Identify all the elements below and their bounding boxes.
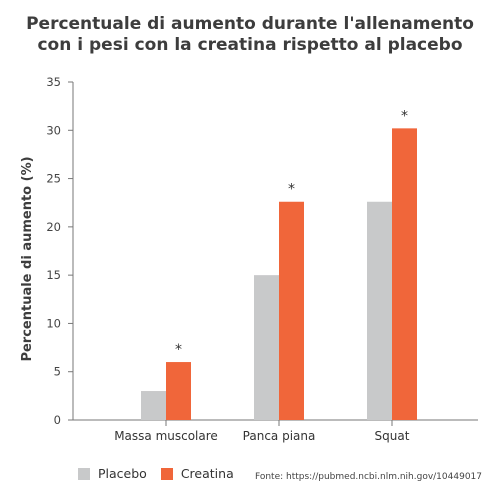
significance-annotation: * <box>401 108 408 124</box>
y-axis-label: Percentuale di aumento (%) <box>20 156 35 361</box>
legend-item-placebo: Placebo <box>78 466 147 481</box>
x-tick-label: Panca piana <box>243 429 316 443</box>
legend-label-placebo: Placebo <box>98 466 147 481</box>
x-tick-label: Squat <box>375 429 410 443</box>
bar-placebo-2 <box>254 275 279 420</box>
legend-swatch-placebo <box>78 467 90 480</box>
significance-annotation: * <box>175 342 182 358</box>
legend-label-creatina: Creatina <box>180 466 234 481</box>
chart-title-line-2: con i pesi con la creatina rispetto al p… <box>37 35 463 55</box>
bar-placebo-3 <box>367 201 392 420</box>
y-tick-label: 20 <box>46 220 61 234</box>
y-tick-label: 5 <box>54 365 61 379</box>
y-tick-label: 0 <box>54 413 61 427</box>
bar-placebo-1 <box>141 391 166 420</box>
bar-creatina-1 <box>166 362 191 420</box>
chart-title-line-1: Percentuale di aumento durante l'allenam… <box>26 14 474 34</box>
y-tick-label: 30 <box>46 123 61 137</box>
source-note: Fonte: https://pubmed.ncbi.nlm.nih.gov/1… <box>254 472 482 482</box>
legend-item-creatina: Creatina <box>160 466 234 481</box>
y-tick-label: 10 <box>46 316 61 330</box>
y-tick-label: 25 <box>46 172 61 186</box>
legend-swatch-creatina <box>160 467 173 480</box>
y-tick-label: 15 <box>46 268 61 282</box>
y-tick-label: 35 <box>46 75 61 89</box>
chart-title: Percentuale di aumento durante l'allenam… <box>0 14 500 56</box>
significance-annotation: * <box>288 182 295 198</box>
x-tick-label: Massa muscolare <box>114 429 218 443</box>
bar-creatina-2 <box>279 201 304 420</box>
bar-creatina-3 <box>392 128 417 420</box>
legend: Placebo Creatina <box>78 466 248 481</box>
